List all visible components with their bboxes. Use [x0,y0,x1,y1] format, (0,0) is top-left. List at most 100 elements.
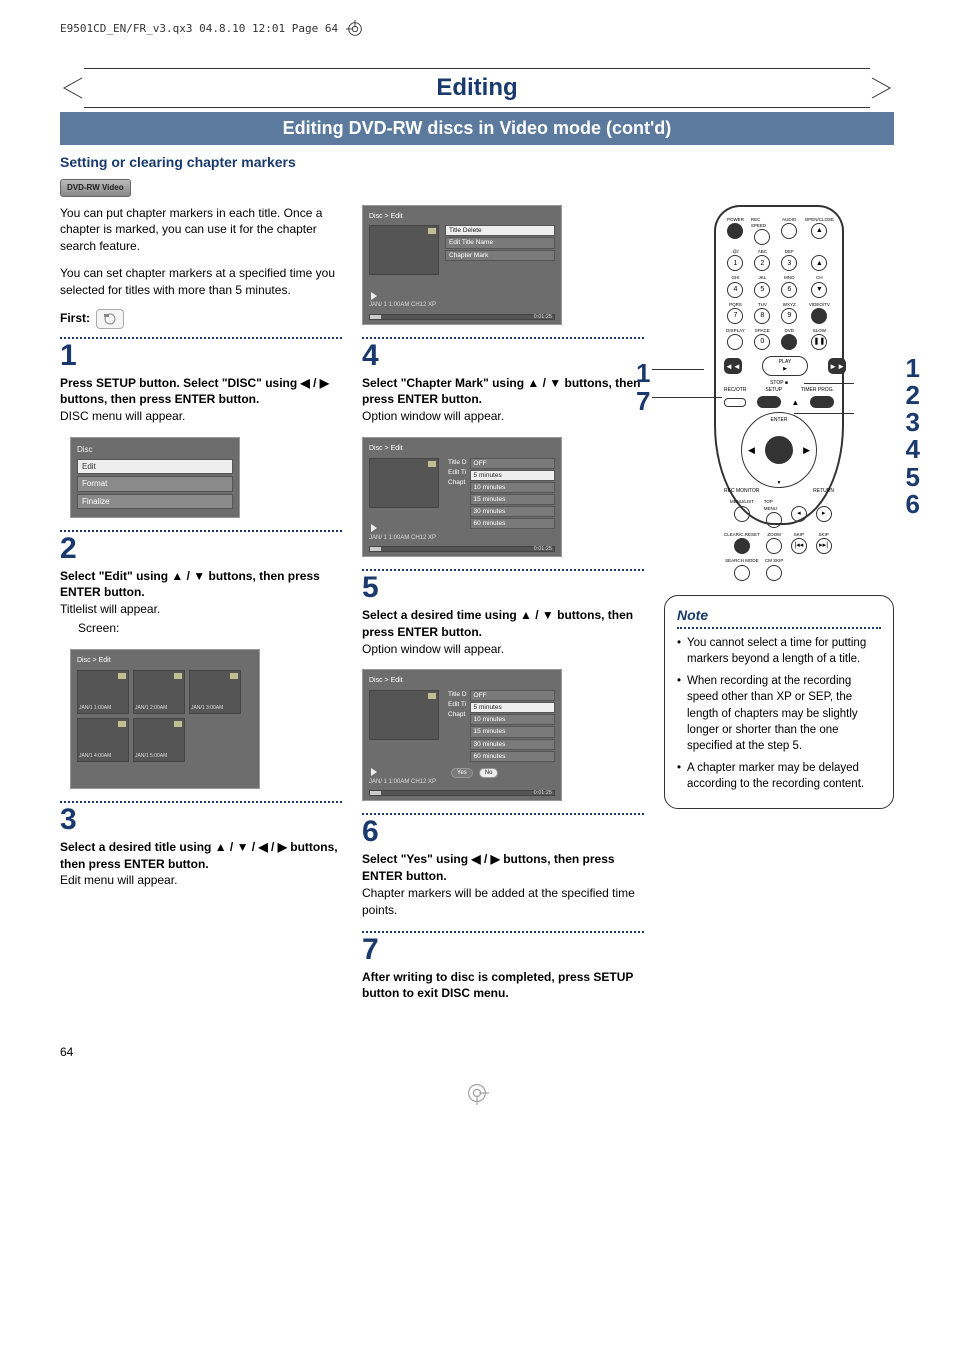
chevron-left-icon [60,76,84,100]
step-3-result: Edit menu will appear. [60,872,342,889]
menulist-button [734,506,750,522]
screen-label: Screen: [78,620,342,637]
key-3: 3 [781,255,797,271]
key-0: 0 [754,334,770,350]
status-line: JAN/ 1 1:00AM CH12 XP [369,534,555,542]
status-line: JAN/ 1 1:00AM CH12 XP [369,301,555,309]
key-1: 1 [727,255,743,271]
step-7-number: 7 [362,935,644,965]
first-line: First: [60,309,342,329]
disc-menu-screenshot: Disc Edit Format Finalize [70,437,240,518]
dvd-button [781,334,797,350]
disc-menu-item: Finalize [77,494,233,509]
step-4: Select "Chapter Mark" using ▲ / ▼ button… [362,375,644,425]
enter-button [765,436,793,464]
option-item: 60 minutes [470,518,555,529]
callout-r4: 4 [906,436,920,463]
step-5-number: 5 [362,573,644,603]
open-close-button: ▲ [811,223,827,239]
step-5: Select a desired time using ▲ / ▼ button… [362,607,644,657]
title-preview [369,225,439,275]
skip-fwd-button: ▸▸| [816,538,832,554]
callout-r2: 2 [906,382,920,409]
note-item: A chapter marker may be delayed accordin… [677,760,881,792]
crop-mark-icon [346,20,364,38]
key-4: 4 [727,282,743,298]
section-bar: Editing DVD-RW discs in Video mode (cont… [60,112,894,145]
step-1: Press SETUP button. Select "DISC" using … [60,375,342,425]
key-8: 8 [754,308,770,324]
option-item: 10 minutes [470,714,555,725]
page-title-bar: Editing [60,68,894,108]
option-label: Chapt [445,478,470,487]
stop-label: STOP ■ [724,380,834,387]
titlelist-screenshot: Disc > Edit JAN/1 1:00AM JAN/1 2:00AM JA… [70,649,260,789]
callout-right: 1 2 3 4 5 6 [906,355,920,519]
rec-otr-button [724,398,746,407]
ch-up: ▲ [811,255,827,271]
step-5-result: Option window will appear. [362,641,644,658]
remote-control: POWER REC SPEED AUDIO OPEN/CLOSE▲ .@/:1 … [714,205,844,525]
divider [362,931,644,933]
title-rule: Editing [84,68,870,108]
display-button [727,334,743,350]
progress-bar: 0:01:25 [369,546,555,552]
title-thumb: JAN/1 3:00AM [189,670,241,714]
dpad-right-icon: ▶ [803,444,810,457]
cmskip-button [766,565,782,581]
setup-button [757,396,781,408]
step-4-number: 4 [362,341,644,371]
step-2-result: Titlelist will appear. [60,601,342,618]
clear-button [734,538,750,554]
option-item: 15 minutes [470,726,555,737]
title-preview [369,458,439,508]
edit-menu-item: Chapter Mark [445,250,555,261]
crop-mark-bottom-icon [60,1081,894,1113]
power-button [727,223,743,239]
no-button: No [479,768,499,778]
middle-column: Disc > Edit Title Delete Edit Title Name… [362,205,644,1015]
rec-speed-button [754,229,770,245]
option-label: Title D [445,690,470,699]
dpad-down-icon: ▼ [777,480,782,487]
intro-para-2: You can set chapter markers at a specifi… [60,265,342,299]
divider [60,337,342,339]
option-item: 30 minutes [470,506,555,517]
callout-r3: 3 [906,409,920,436]
note-box: Note You cannot select a time for puttin… [664,595,894,809]
step-3-number: 3 [60,805,342,835]
print-header-text: E9501CD_EN/FR_v3.qx3 04.8.10 12:01 Page … [60,21,338,36]
edit-menu-item: Edit Title Name [445,237,555,248]
key-2: 2 [754,255,770,271]
edit-menu-item: Title Delete [445,225,555,236]
divider [60,530,342,532]
callout-line [652,369,704,370]
step-1-instruct: Press SETUP button. Select "DISC" using … [60,376,329,407]
edit-menu-screenshot: Disc > Edit Title Delete Edit Title Name… [362,205,562,325]
option-item: OFF [470,458,555,469]
edit-header: Disc > Edit [369,444,555,454]
enter-label: ENTER [771,417,788,424]
video-tv-button [811,308,827,324]
step-3: Select a desired title using ▲ / ▼ / ◀ /… [60,839,342,889]
fwd-button: ►► [828,358,846,374]
step-4-result: Option window will appear. [362,408,644,425]
zoom-button [766,538,782,554]
progress-bar: 0:01:25 [369,314,555,320]
disc-menu-item: Edit [77,459,233,474]
note-divider [677,627,881,629]
step-2-number: 2 [60,534,342,564]
rec-otr-label: REC/OTR [724,387,747,394]
key-6: 6 [781,282,797,298]
fwd-step-button: ▸ [816,506,832,522]
dpad: ENTER ◀ ▶ ▼ [741,412,817,488]
key-5: 5 [754,282,770,298]
return-label: RETURN [813,488,834,495]
pause-button: ❚❚ [811,334,827,350]
callout-r6: 6 [906,491,920,518]
progress-bar: 0:01:25 [369,790,555,796]
edit-header: Disc > Edit [369,676,555,686]
option-item: 5 minutes [470,702,555,713]
left-column: You can put chapter markers in each titl… [60,205,342,902]
option-label: Title D [445,458,470,467]
